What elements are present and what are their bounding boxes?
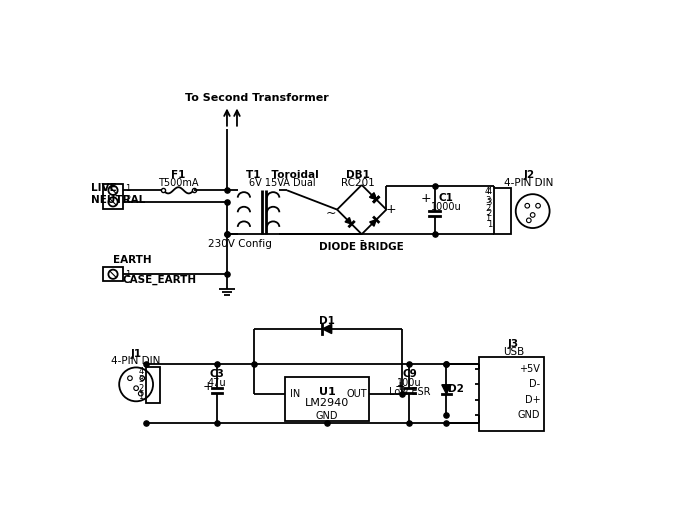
Text: DB1: DB1 [346,170,370,180]
Text: C9: C9 [402,369,417,379]
Polygon shape [370,220,376,226]
Bar [103,267,123,281]
Polygon shape [442,385,451,394]
Text: Low ESR: Low ESR [389,387,430,397]
Text: J3: J3 [508,339,519,350]
Text: 47u: 47u [208,378,226,388]
Text: C3: C3 [209,369,224,379]
Text: LM2940: LM2940 [305,398,349,408]
Text: 1: 1 [487,219,492,229]
Text: D+: D+ [524,395,541,405]
Text: 1: 1 [485,214,490,224]
Text: C1: C1 [439,193,454,203]
Text: 3: 3 [138,375,144,384]
Text: EARTH: EARTH [113,255,152,265]
Text: 6V 15VA Dual: 6V 15VA Dual [249,178,316,187]
Polygon shape [345,217,352,224]
Text: 1: 1 [126,270,130,279]
Bar [285,376,369,421]
Text: 3: 3 [487,198,492,207]
Polygon shape [323,324,331,334]
Text: 230V Config: 230V Config [208,239,272,249]
Text: 2: 2 [485,204,490,213]
Text: NEUTRAL: NEUTRAL [91,195,146,205]
Polygon shape [370,193,376,200]
Text: 4: 4 [485,187,490,197]
Text: IN: IN [290,389,300,399]
Text: GND: GND [316,411,338,421]
Text: 4: 4 [487,187,492,197]
Text: LIVE: LIVE [91,183,117,193]
Text: 2: 2 [487,209,492,218]
Text: RC201: RC201 [341,178,375,187]
Text: T500mA: T500mA [158,178,198,187]
Text: 1: 1 [126,183,130,193]
Bar [479,358,544,431]
Text: 4-PIN DIN: 4-PIN DIN [111,356,161,366]
Text: -: - [360,234,364,247]
Text: F1: F1 [171,170,186,180]
Text: +5V: +5V [520,364,541,374]
Text: +: + [202,380,213,393]
Text: 2: 2 [126,195,130,204]
Text: To Second Transformer: To Second Transformer [185,93,329,103]
Text: D-: D- [529,379,541,389]
Polygon shape [370,193,376,200]
Text: 1: 1 [138,392,144,401]
Text: 100u: 100u [397,378,422,388]
Text: 4-PIN DIN: 4-PIN DIN [504,178,554,187]
Text: D1: D1 [319,316,335,326]
Text: U1: U1 [319,387,335,397]
Text: J2: J2 [523,170,535,180]
Text: DIODE BRIDGE: DIODE BRIDGE [319,242,404,252]
Text: D2: D2 [448,384,464,394]
Text: 2: 2 [138,384,144,393]
Text: 4: 4 [138,367,144,376]
Bar [103,184,123,209]
Text: CASE_EARTH: CASE_EARTH [122,274,196,285]
Text: 1000u: 1000u [431,202,462,212]
Text: T1   Toroidal: T1 Toroidal [246,170,319,180]
Bar [494,188,511,234]
Text: GND: GND [518,410,541,420]
Text: USB: USB [503,347,524,357]
Text: +: + [385,203,396,216]
Text: J1: J1 [130,348,142,359]
Bar [146,367,160,403]
Text: +: + [421,192,431,205]
Text: +: + [395,380,406,393]
Text: ~: ~ [325,207,336,220]
Text: 3: 3 [485,196,490,205]
Text: OUT: OUT [347,389,367,399]
